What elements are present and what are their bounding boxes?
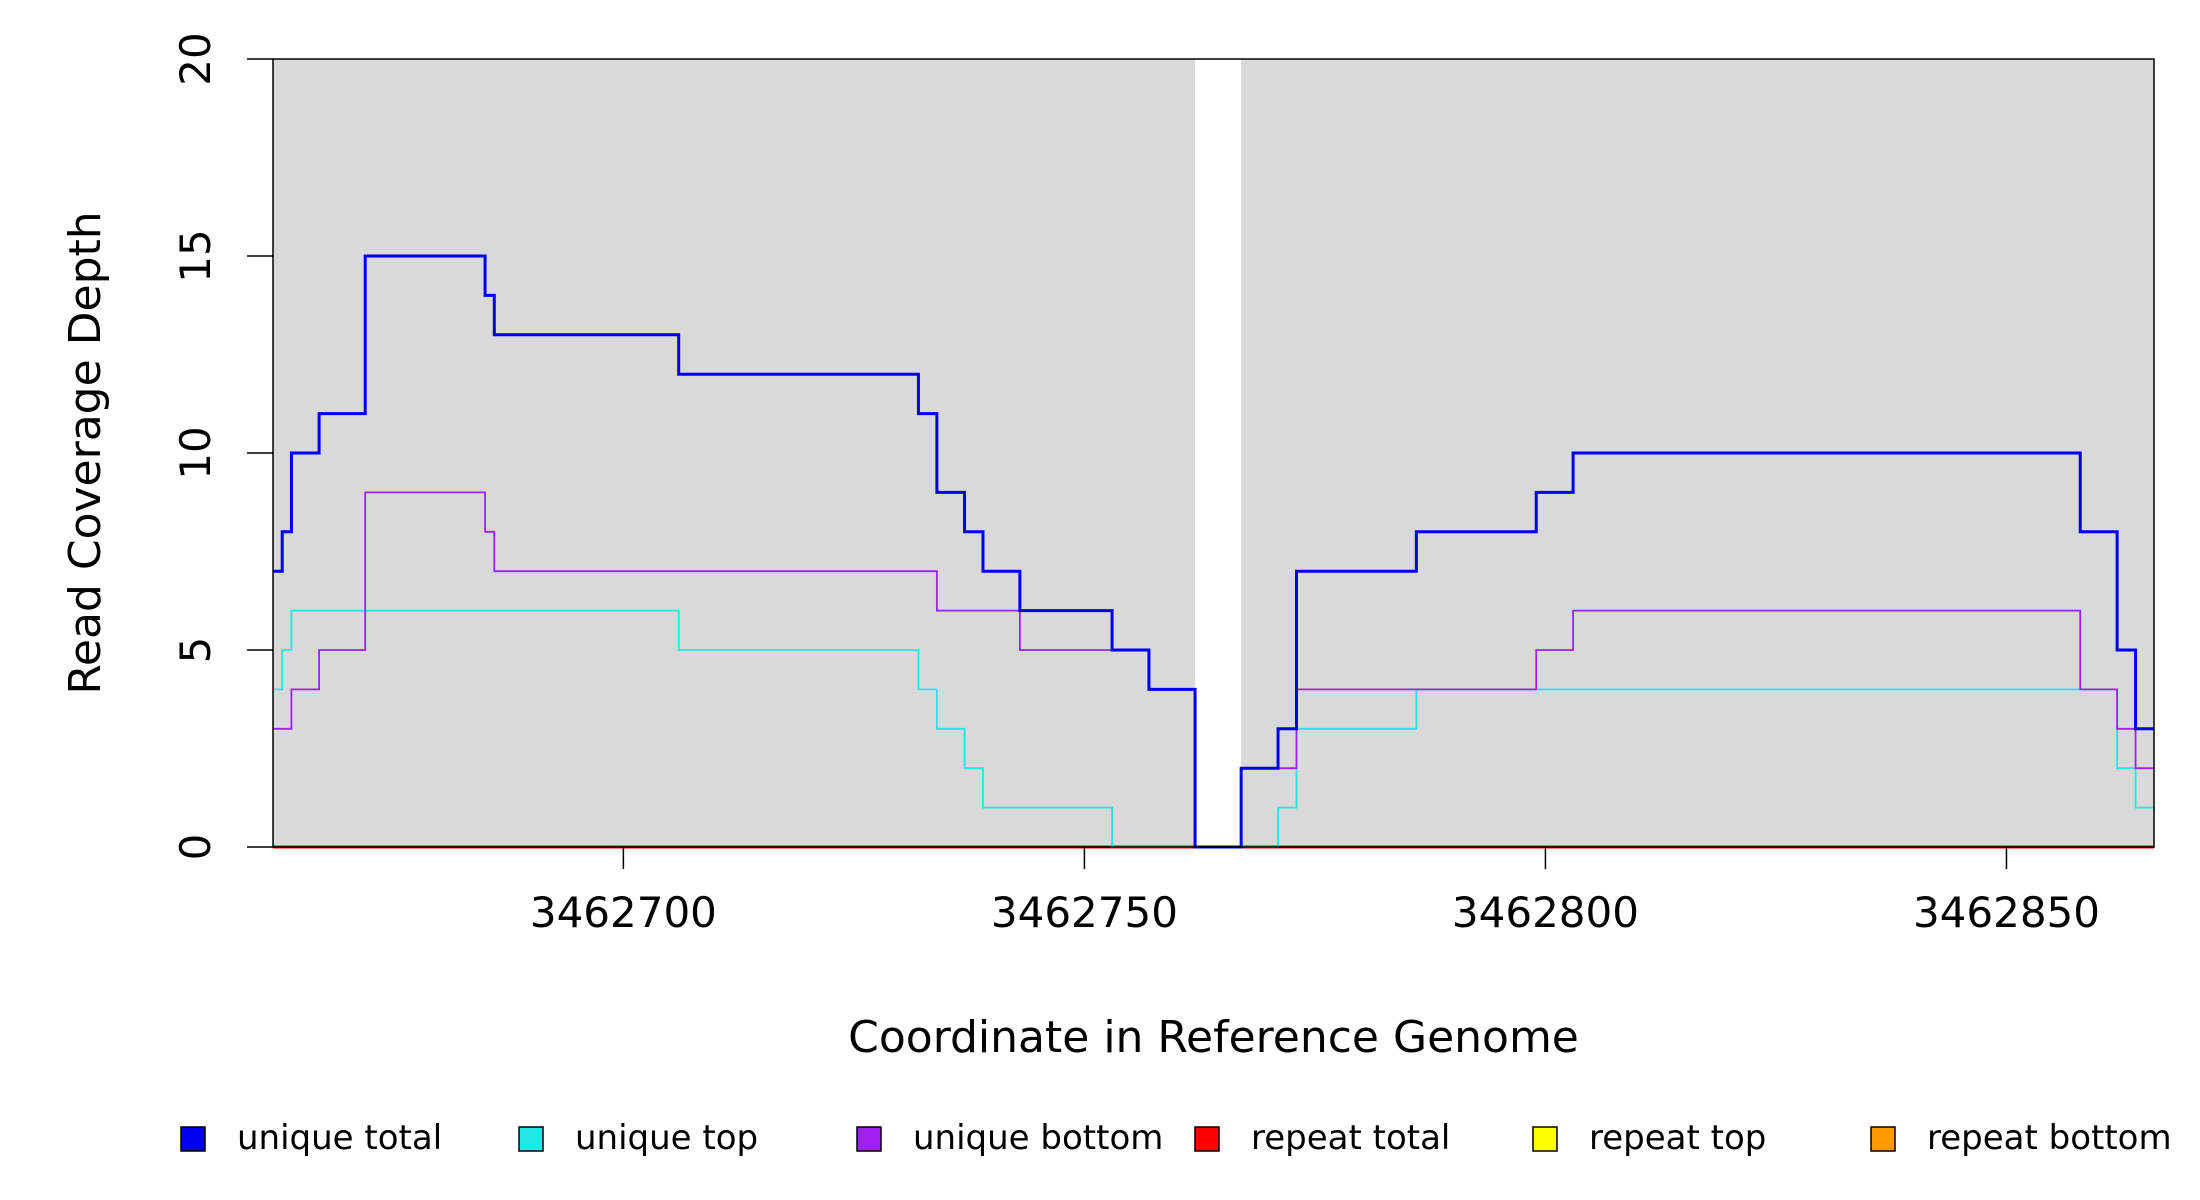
legend-swatch-repeat-top: [1532, 1126, 1558, 1152]
legend-label: unique bottom: [913, 1118, 1163, 1158]
legend-label: repeat top: [1589, 1118, 1766, 1158]
legend-swatch-repeat-total: [1194, 1126, 1220, 1152]
y-tick-label: 0: [171, 834, 220, 861]
legend-swatch-unique-bottom: [856, 1126, 882, 1152]
legend-label: unique total: [237, 1118, 442, 1158]
y-tick-label: 15: [171, 229, 220, 282]
legend-swatch-unique-total: [180, 1126, 206, 1152]
x-axis: 3462700 3462750 3462800 3462850: [530, 847, 2100, 937]
y-axis-title: Read Coverage Depth: [60, 211, 111, 694]
y-tick-label: 20: [171, 32, 220, 85]
series-line-unique-total: [273, 254, 2154, 849]
x-tick-label: 3462700: [530, 888, 717, 937]
legend: unique total unique top unique bottom repea…: [180, 1118, 2172, 1158]
x-tick-label: 3462850: [1913, 888, 2100, 937]
legend-label: unique top: [575, 1118, 758, 1158]
legend-swatch-unique-top: [518, 1126, 544, 1152]
legend-swatch-repeat-bottom: [1870, 1126, 1896, 1152]
legend-label: repeat total: [1251, 1118, 1450, 1158]
x-tick-label: 3462750: [991, 888, 1178, 937]
y-tick-label: 5: [171, 637, 220, 664]
y-axis: 0 5 10 15 20: [171, 32, 273, 860]
y-tick-label: 10: [171, 426, 220, 479]
legend-label: repeat bottom: [1927, 1118, 2172, 1158]
x-axis-title: Coordinate in Reference Genome: [848, 1012, 1579, 1063]
uncovered-region: [1195, 59, 1242, 847]
x-tick-label: 3462800: [1452, 888, 1639, 937]
